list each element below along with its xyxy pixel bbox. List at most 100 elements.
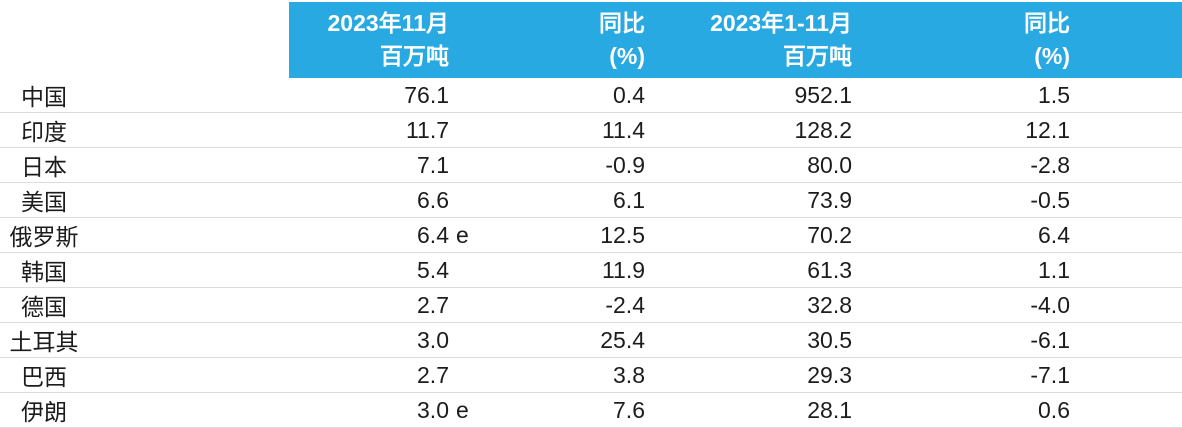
col-header-line1: 2023年1-11月 [710,10,852,36]
country-cell: 德国 [0,287,289,323]
country-cell: 俄罗斯 [0,217,289,253]
value-cell: 80.0 [658,147,865,183]
country-label: 土耳其 [9,329,79,355]
value-cell: 5.4 [289,252,462,288]
value-text: 28.1 [807,396,852,423]
value-text: 0.6 [1038,396,1070,423]
country-cell: 伊朗 [0,392,289,428]
value-text: 3.8 [613,361,645,388]
country-cell: 中国 [0,78,289,113]
value-text: 0.4 [613,81,645,108]
value-cell: 25.4 [462,322,658,358]
value-text: 6.1 [613,186,645,213]
value-text: -2.8 [1030,151,1070,178]
spacer-cell [1083,78,1182,113]
value-cell: 1.1 [865,252,1083,288]
value-cell: 70.2 [658,217,865,253]
table-row: 土耳其 3.0 25.4 30.5 -6.1 [0,322,1182,358]
spacer-cell [1083,392,1182,428]
value-cell: 3.0 [289,322,462,358]
country-label: 德国 [21,294,67,320]
col-header-nov-yoy: 同比 (%) [462,2,658,78]
table-header: 2023年11月 百万吨 同比 (%) 2023年1-11月 百万吨 同比 (%… [0,2,1182,78]
value-cell: 6.6 [289,182,462,218]
country-label: 俄罗斯 [9,224,79,250]
value-text: 70.2 [807,221,852,248]
value-cell: 32.8 [658,287,865,323]
value-text: -6.1 [1030,326,1070,353]
country-cell: 日本 [0,147,289,183]
value-text: 29.3 [807,361,852,388]
table-row: 伊朗 3.0 e 7.6 28.1 0.6 [0,392,1182,428]
value-cell: 1.5 [865,78,1083,113]
country-label: 中国 [21,84,67,110]
value-text: 3.0 [417,326,449,353]
country-label: 美国 [21,189,67,215]
corner-cell [0,2,289,78]
value-text: 73.9 [807,186,852,213]
value-cell: 952.1 [658,78,865,113]
spacer-cell [1083,357,1182,393]
table-row: 日本 7.1 -0.9 80.0 -2.8 [0,147,1182,183]
value-cell: 73.9 [658,182,865,218]
value-cell: 7.6 [462,392,658,428]
table-row: 韩国 5.4 11.9 61.3 1.1 [0,252,1182,288]
country-label: 巴西 [21,364,67,390]
value-text: -0.9 [605,151,645,178]
col-header-line2: 百万吨 [380,43,449,69]
value-cell: 11.9 [462,252,658,288]
country-cell: 巴西 [0,357,289,393]
value-text: 80.0 [807,151,852,178]
value-text: 32.8 [807,291,852,318]
col-header-line2: (%) [609,43,645,69]
spacer-cell [1083,147,1182,183]
value-cell: 11.4 [462,112,658,148]
value-text: 6.4 [417,221,449,248]
value-cell: -2.8 [865,147,1083,183]
col-header-nov-tonnage: 2023年11月 百万吨 [289,2,462,78]
value-text: 11.9 [601,256,645,283]
value-cell: 6.1 [462,182,658,218]
value-cell: 11.7 [289,112,462,148]
value-text: 1.1 [1038,256,1070,283]
value-cell: 12.5 [462,217,658,253]
col-header-ytd-yoy: 同比 (%) [865,2,1083,78]
value-text: -0.5 [1030,186,1070,213]
value-text: 5.4 [417,256,449,283]
country-label: 伊朗 [21,399,67,425]
value-text: 11.4 [601,116,645,143]
table-row: 美国 6.6 6.1 73.9 -0.5 [0,182,1182,218]
value-cell: -4.0 [865,287,1083,323]
value-text: 12.5 [600,221,645,248]
value-cell: -6.1 [865,322,1083,358]
col-header-line1: 同比 [599,10,645,36]
value-cell: 7.1 [289,147,462,183]
value-text: 11.7 [405,116,449,143]
value-cell: 6.4 [865,217,1083,253]
country-label: 日本 [21,154,67,180]
col-header-ytd-tonnage: 2023年1-11月 百万吨 [658,2,865,78]
value-text: 76.1 [404,81,449,108]
table-row: 德国 2.7 -2.4 32.8 -4.0 [0,287,1182,323]
value-cell: -0.5 [865,182,1083,218]
value-cell: 2.7 [289,357,462,393]
value-text: 2.7 [417,291,449,318]
col-header-line1: 2023年11月 [327,10,449,36]
value-text: 952.1 [794,81,852,108]
col-header-line2: (%) [1034,43,1070,69]
country-cell: 印度 [0,112,289,148]
value-cell: 61.3 [658,252,865,288]
value-cell: 28.1 [658,392,865,428]
value-cell: 2.7 [289,287,462,323]
value-text: 12.1 [1025,116,1070,143]
table-body: 中国 76.1 0.4 952.1 1.5 印度 11.7 11.4 128.2 12.1 日本 7.… [0,78,1182,428]
spacer-cell [1083,252,1182,288]
value-text: 30.5 [807,326,852,353]
country-cell: 土耳其 [0,322,289,358]
value-text: -7.1 [1030,361,1070,388]
country-cell: 韩国 [0,252,289,288]
table-header-row: 2023年11月 百万吨 同比 (%) 2023年1-11月 百万吨 同比 (%… [0,2,1182,78]
spacer-cell [1083,287,1182,323]
col-header-line2: 百万吨 [783,43,852,69]
value-cell: 6.4 e [289,217,469,253]
